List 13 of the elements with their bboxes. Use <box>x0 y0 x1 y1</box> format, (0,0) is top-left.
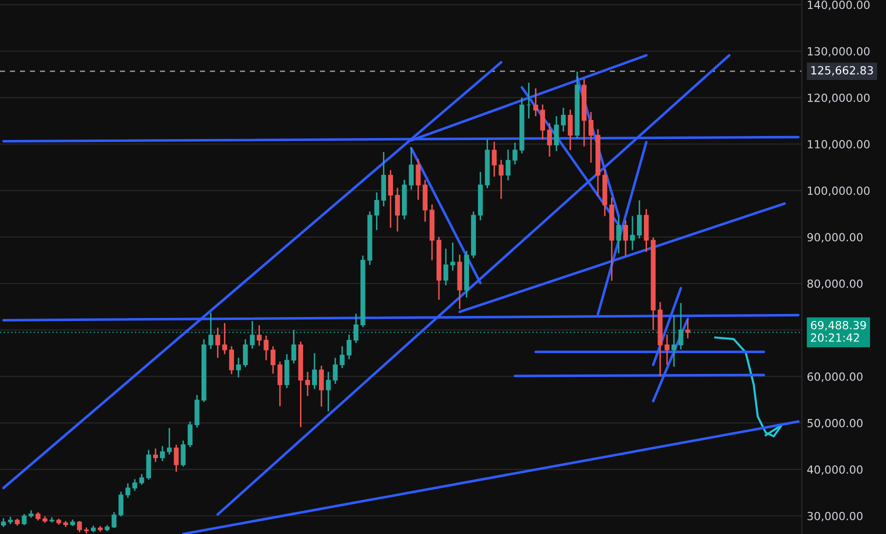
y-tick-label: 90,000.00 <box>807 233 862 243</box>
y-tick-label: 110,000.00 <box>808 140 870 150</box>
ref-line-label: 69,488.39 20:21:42 <box>810 320 866 342</box>
y-tick-label: 40,000.00 <box>807 465 862 475</box>
y-tick-label: 120,000.00 <box>808 94 870 104</box>
y-tick-label: 60,000.00 <box>807 372 862 382</box>
y-tick-label: 80,000.00 <box>807 279 862 290</box>
y-tick-label: 100,000.00 <box>808 186 870 196</box>
ref-line-label: 125,662.83 <box>811 66 873 76</box>
y-tick-label: 130,000.00 <box>808 47 870 57</box>
y-tick-label: 140,000.00 <box>808 0 870 10</box>
y-tick-label: 30,000.00 <box>808 512 862 522</box>
y-tick-label: 50,000.00 <box>808 418 862 428</box>
